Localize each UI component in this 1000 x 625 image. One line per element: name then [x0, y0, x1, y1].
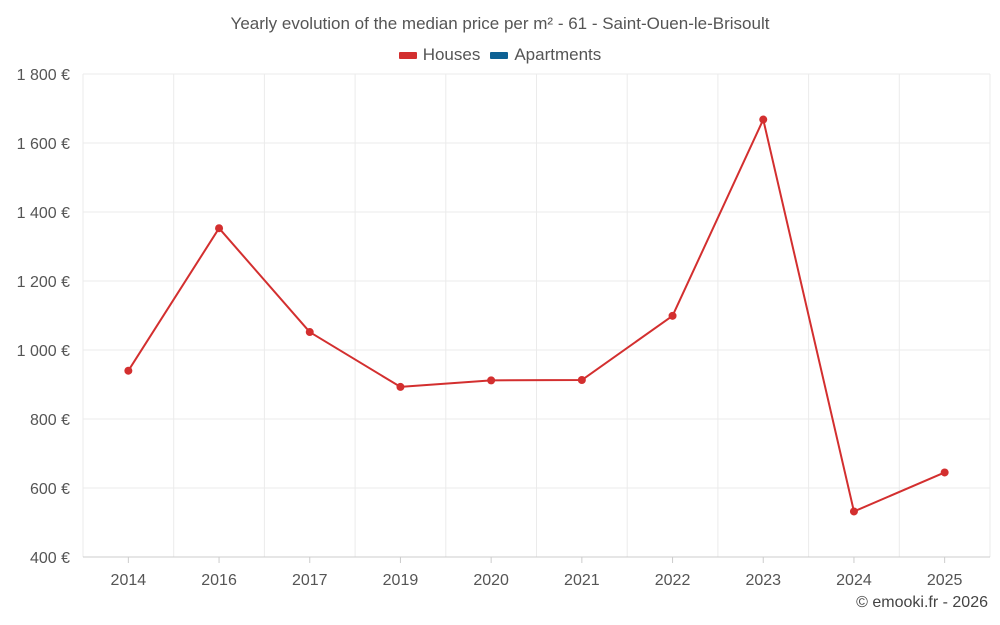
copyright-footer: © emooki.fr - 2026 [856, 594, 988, 611]
y-tick-label: 1 600 € [17, 136, 70, 153]
data-point-houses[interactable] [305, 328, 314, 337]
data-point-houses[interactable] [940, 468, 949, 477]
data-point-houses[interactable] [396, 382, 405, 391]
data-point-houses[interactable] [487, 376, 496, 385]
y-tick-label: 400 € [30, 550, 70, 567]
data-point-houses[interactable] [759, 115, 768, 124]
x-tick-label: 2017 [292, 572, 328, 589]
x-tick-label: 2016 [201, 572, 237, 589]
data-point-houses[interactable] [849, 507, 858, 516]
legend-swatch-houses [398, 51, 417, 59]
legend-label-apartments: Apartments [514, 45, 602, 64]
x-tick-label: 2014 [111, 572, 147, 589]
y-tick-label: 1 200 € [17, 274, 70, 291]
data-point-houses[interactable] [124, 366, 133, 375]
axes: 400 € 600 € 800 € 1 000 € 1 200 € 1 400 € 1 60… [17, 67, 990, 589]
legend-item-apartments[interactable]: Apartments [490, 45, 601, 65]
x-tick-label: 2020 [473, 572, 509, 589]
x-tick-label: 2023 [745, 572, 781, 589]
legend-label-houses: Houses [422, 45, 481, 64]
y-tick-label: 1 000 € [17, 343, 70, 360]
x-tick-label: 2025 [927, 572, 963, 589]
x-tick-label: 2024 [836, 572, 872, 589]
series-houses [124, 115, 949, 516]
x-tick-label: 2019 [383, 572, 419, 589]
y-tick-label: 800 € [30, 412, 70, 429]
y-tick-label: 1 800 € [17, 67, 70, 84]
y-tick-label: 1 400 € [17, 205, 70, 222]
x-tick-label: 2021 [564, 572, 600, 589]
y-tick-label: 600 € [30, 481, 70, 498]
series-line-houses [127, 118, 946, 513]
chart-title: Yearly evolution of the median price per… [230, 14, 770, 33]
legend: Houses Apartments [0, 45, 1000, 65]
legend-swatch-apartments [490, 51, 509, 59]
data-point-houses[interactable] [215, 224, 224, 233]
data-point-houses[interactable] [668, 311, 677, 320]
data-point-houses[interactable] [577, 376, 586, 385]
grid [82, 73, 991, 557]
x-tick-label: 2022 [655, 572, 691, 589]
legend-item-houses[interactable]: Houses [398, 45, 481, 65]
